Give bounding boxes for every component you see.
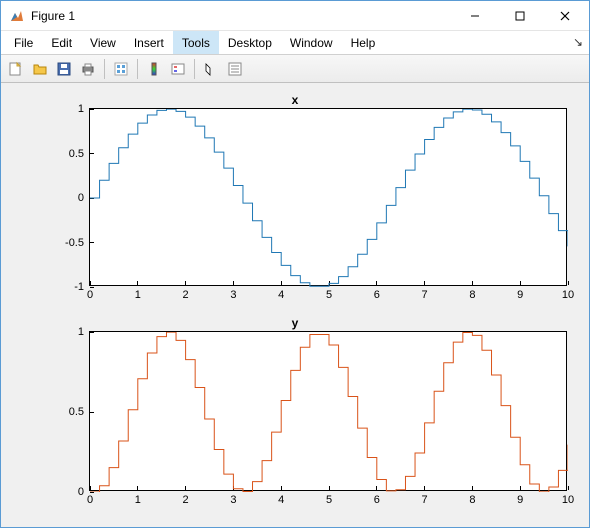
- menu-tools[interactable]: Tools: [173, 31, 219, 54]
- chart-title: x: [19, 93, 571, 107]
- toolbar: [1, 55, 589, 83]
- plot-tools-icon[interactable]: [224, 58, 246, 80]
- xtick-label: 8: [469, 494, 475, 506]
- toolbar-separator: [137, 59, 138, 79]
- xtick-label: 8: [469, 289, 475, 301]
- maximize-button[interactable]: [497, 2, 542, 30]
- xtick-label: 9: [517, 494, 523, 506]
- xtick-label: 3: [230, 289, 236, 301]
- edit-plot-icon[interactable]: [200, 58, 222, 80]
- xtick-label: 0: [87, 494, 93, 506]
- legend-icon[interactable]: [167, 58, 189, 80]
- xtick-label: 4: [278, 494, 284, 506]
- figure-area: x-1-0.500.51012345678910y00.510123456789…: [1, 83, 589, 527]
- xtick-label: 6: [374, 289, 380, 301]
- xtick-label: 5: [326, 494, 332, 506]
- colorbar-icon[interactable]: [143, 58, 165, 80]
- ytick-label: -0.5: [65, 237, 84, 249]
- window-controls: [452, 2, 587, 30]
- xtick-label: 3: [230, 494, 236, 506]
- close-button[interactable]: [542, 2, 587, 30]
- save-icon[interactable]: [53, 58, 75, 80]
- xtick-label: 4: [278, 289, 284, 301]
- xtick-label: 1: [135, 289, 141, 301]
- xtick-label: 6: [374, 494, 380, 506]
- menubar-overflow-icon[interactable]: ↘: [573, 35, 583, 49]
- menu-insert[interactable]: Insert: [125, 31, 173, 54]
- chart-line: [90, 332, 568, 492]
- xtick-label: 10: [562, 494, 574, 506]
- subplot-1: x-1-0.500.51012345678910: [19, 93, 571, 286]
- xtick-label: 5: [326, 289, 332, 301]
- xtick-label: 1: [135, 494, 141, 506]
- menu-edit[interactable]: Edit: [42, 31, 81, 54]
- window-title: Figure 1: [31, 9, 75, 23]
- menu-view[interactable]: View: [81, 31, 125, 54]
- toolbar-separator: [194, 59, 195, 79]
- xtick-label: 9: [517, 289, 523, 301]
- ytick-label: 0: [78, 192, 84, 204]
- print-icon[interactable]: [77, 58, 99, 80]
- axes[interactable]: -1-0.500.51012345678910: [89, 108, 567, 286]
- ytick-label: -1: [74, 281, 84, 293]
- menu-help[interactable]: Help: [342, 31, 385, 54]
- ytick-label: 0.5: [69, 406, 84, 418]
- title-bar: Figure 1: [1, 1, 589, 31]
- axes[interactable]: 00.51012345678910: [89, 331, 567, 491]
- chart-line: [90, 109, 568, 287]
- ytick-label: 0.5: [69, 148, 84, 160]
- xtick-label: 2: [183, 289, 189, 301]
- minimize-button[interactable]: [452, 2, 497, 30]
- toolbar-separator: [104, 59, 105, 79]
- chart-title: y: [19, 316, 571, 330]
- menu-window[interactable]: Window: [281, 31, 342, 54]
- ytick-label: 1: [78, 103, 84, 115]
- menu-desktop[interactable]: Desktop: [219, 31, 281, 54]
- data-cursor-icon[interactable]: [110, 58, 132, 80]
- matlab-icon: [9, 8, 25, 24]
- open-icon[interactable]: [29, 58, 51, 80]
- menu-file[interactable]: File: [5, 31, 42, 54]
- new-figure-icon[interactable]: [5, 58, 27, 80]
- xtick-label: 10: [562, 289, 574, 301]
- ytick-label: 0: [78, 486, 84, 498]
- xtick-label: 2: [183, 494, 189, 506]
- menu-bar: FileEditViewInsertToolsDesktopWindowHelp…: [1, 31, 589, 55]
- subplot-2: y00.51012345678910: [19, 316, 571, 491]
- xtick-label: 7: [422, 494, 428, 506]
- ytick-label: 1: [78, 326, 84, 338]
- xtick-label: 7: [422, 289, 428, 301]
- xtick-label: 0: [87, 289, 93, 301]
